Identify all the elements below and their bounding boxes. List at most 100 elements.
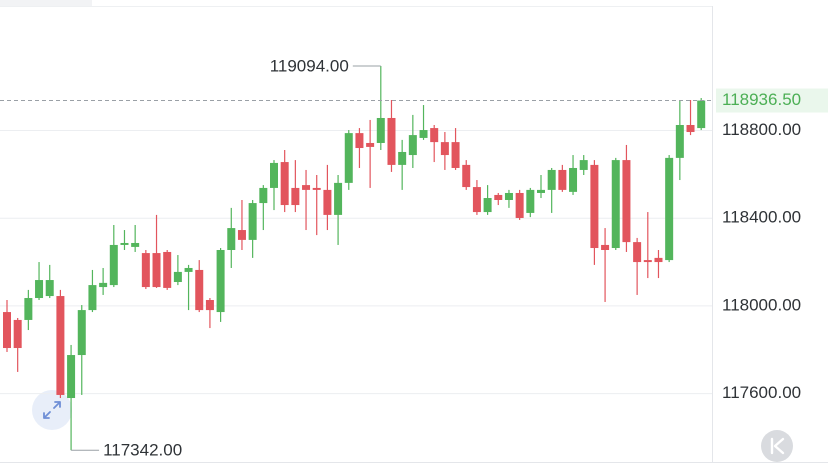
candle-body: [483, 198, 492, 213]
candle-body: [430, 128, 439, 143]
candle: [697, 98, 706, 131]
candle: [515, 189, 524, 220]
candle: [67, 344, 76, 451]
candle: [376, 66, 385, 150]
scroll-start-icon[interactable]: [770, 437, 785, 455]
candle-body: [601, 244, 610, 250]
candle: [173, 255, 182, 286]
candle: [270, 160, 278, 211]
y-tick-label: 117600.00: [722, 383, 801, 402]
candle-body: [99, 282, 108, 288]
candle-body: [3, 312, 11, 349]
candle-body: [56, 296, 65, 395]
candle: [184, 264, 193, 311]
candle-body: [35, 280, 44, 299]
y-tick-label: 118000.00: [722, 295, 801, 314]
candle: [291, 160, 300, 213]
candle: [152, 214, 161, 288]
candle: [344, 130, 353, 190]
candle-body: [355, 133, 364, 149]
candle: [451, 128, 460, 170]
candle-body: [515, 192, 524, 218]
candle: [611, 157, 620, 250]
candle: [366, 119, 375, 188]
candle-body: [675, 124, 684, 158]
candle: [494, 192, 503, 206]
candle-body: [45, 280, 54, 297]
candle-body: [312, 187, 321, 190]
candle-body: [280, 162, 289, 206]
candle: [483, 185, 492, 215]
candle: [163, 249, 172, 290]
candle: [472, 180, 481, 215]
candle: [430, 124, 439, 163]
candle: [227, 207, 236, 268]
candle-body: [67, 355, 76, 399]
candle-body: [622, 160, 631, 243]
candle-body: [205, 299, 214, 311]
candle-body: [366, 142, 375, 147]
candle: [88, 269, 97, 313]
candle: [77, 305, 86, 395]
candle: [280, 149, 289, 213]
candle-body: [558, 169, 567, 190]
candle-body: [109, 244, 118, 286]
candle-body: [451, 142, 460, 168]
candle: [633, 237, 642, 295]
candle-body: [163, 251, 172, 288]
candle: [302, 169, 311, 231]
candle: [419, 105, 428, 140]
candle: [109, 224, 118, 288]
candle: [56, 289, 65, 399]
y-tick-label: 118400.00: [722, 208, 801, 227]
candle-body: [654, 257, 663, 263]
candle-body: [504, 192, 513, 200]
expand-button[interactable]: [32, 390, 72, 430]
candle-body: [579, 160, 588, 170]
scroll-start-button[interactable]: [761, 430, 793, 462]
candle: [558, 164, 567, 192]
candle-body: [344, 133, 353, 183]
candle-body: [472, 187, 481, 213]
candle-body: [398, 151, 407, 165]
candle-body: [195, 269, 204, 311]
candle-body: [237, 230, 246, 240]
candle: [654, 249, 663, 279]
candle-body: [686, 124, 695, 133]
candle: [35, 262, 44, 300]
candle: [408, 114, 417, 168]
candle: [686, 99, 695, 136]
candle-body: [131, 242, 140, 247]
candle-body: [537, 189, 545, 193]
candle: [248, 199, 257, 258]
candle-body: [387, 117, 396, 165]
candle: [537, 174, 545, 199]
low-label: 117342.00: [103, 441, 182, 460]
candle: [334, 174, 343, 245]
candle-body: [302, 185, 311, 190]
candle-body: [77, 310, 86, 356]
last-price-label: 118936.50: [722, 90, 801, 109]
top-tab: [0, 0, 92, 6]
candle-body: [665, 157, 674, 261]
candle-body: [270, 162, 278, 188]
candle-body: [259, 187, 268, 204]
candle-body: [216, 249, 225, 313]
expand-icon[interactable]: [43, 401, 61, 419]
candle-body: [643, 260, 652, 263]
candle-body: [334, 182, 343, 215]
candle-body: [248, 203, 257, 240]
candle-body: [13, 319, 22, 349]
candle: [13, 317, 22, 372]
candle: [195, 260, 204, 313]
expand-button-bg[interactable]: [32, 390, 72, 430]
candle: [504, 189, 513, 208]
candle: [259, 185, 268, 231]
candle: [99, 267, 108, 295]
candle-body: [227, 228, 236, 250]
scroll-start-bg[interactable]: [761, 430, 793, 462]
candle: [675, 99, 684, 181]
candle-body: [462, 164, 471, 188]
